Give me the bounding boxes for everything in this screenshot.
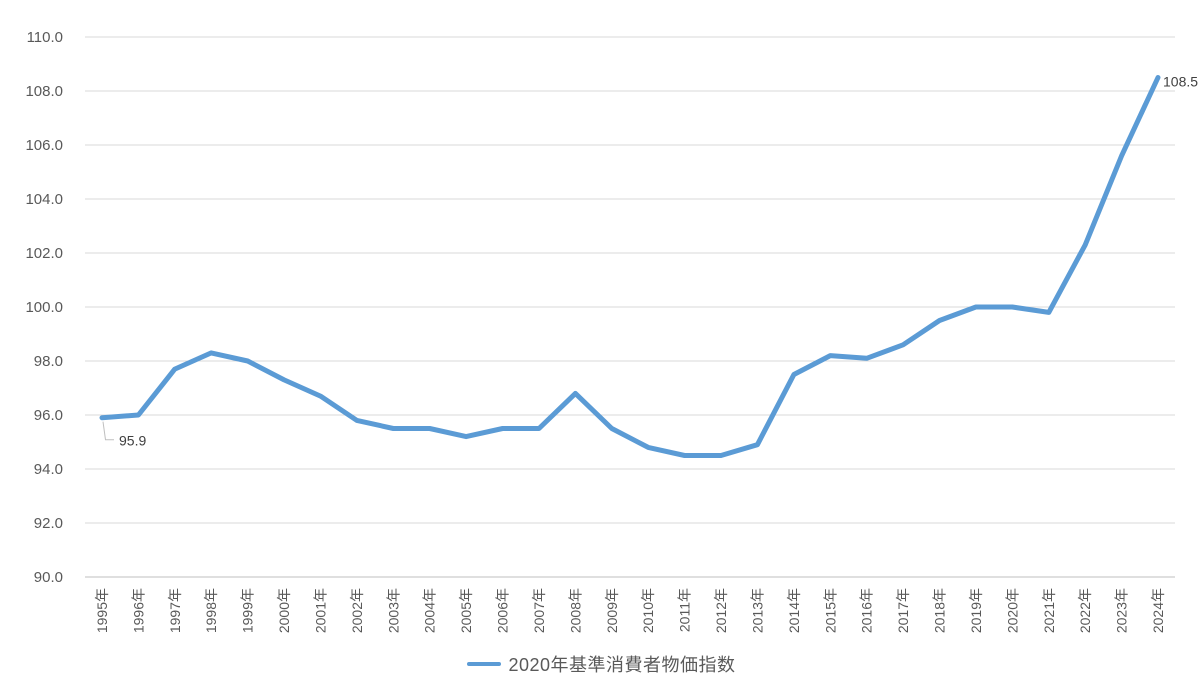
x-axis-tick-label: 2021年 (1041, 588, 1057, 633)
x-axis-tick-label: 2022年 (1077, 588, 1093, 633)
x-axis-tick-label: 2020年 (1004, 588, 1020, 633)
data-label: 95.9 (119, 433, 146, 449)
x-axis-tick-label: 2013年 (749, 588, 765, 633)
cpi-series-line (99, 75, 1161, 458)
x-axis-tick-label: 2003年 (385, 588, 401, 633)
x-axis-tick-label: 1996年 (130, 588, 146, 633)
y-axis-tick-label: 100.0 (25, 299, 63, 316)
y-axis-tick-label: 108.0 (25, 83, 63, 100)
x-axis-tick-label: 2010年 (640, 588, 656, 633)
x-axis-tick-label: 2019年 (968, 588, 984, 633)
x-axis-tick-label: 2015年 (822, 588, 838, 633)
x-axis-tick-label: 2004年 (422, 588, 438, 633)
leader-line (102, 421, 114, 441)
x-axis-tick-label: 1998年 (203, 588, 219, 633)
x-axis-tick-label: 1997年 (167, 588, 183, 633)
x-axis-tick-label: 2008年 (567, 588, 583, 633)
x-axis-tick-label: 2000年 (276, 588, 292, 633)
x-axis-tick-label: 2006年 (495, 588, 511, 633)
x-axis-tick-label: 2024年 (1150, 588, 1166, 633)
y-axis-tick-label: 102.0 (25, 245, 63, 262)
x-axis-tick-label: 1995年 (94, 588, 110, 633)
y-axis-tick-label: 94.0 (34, 461, 63, 478)
x-axis-tick-label: 2023年 (1114, 588, 1130, 633)
y-axis-tick-label: 90.0 (34, 569, 63, 586)
y-axis-tick-label: 98.0 (34, 353, 63, 370)
y-axis-tick-label: 110.0 (27, 29, 63, 46)
x-axis-tick-label: 2009年 (604, 588, 620, 633)
x-axis-tick-label: 2012年 (713, 588, 729, 633)
x-axis-tick-label: 2016年 (859, 588, 875, 633)
x-axis-tick-label: 1999年 (240, 588, 256, 633)
data-label: 108.5 (1163, 74, 1198, 90)
x-axis-tick-label: 2002年 (349, 588, 365, 633)
x-axis-tick-label: 2018年 (932, 588, 948, 633)
y-axis-tick-label: 106.0 (25, 137, 63, 154)
x-axis-tick-label: 2001年 (312, 588, 328, 633)
x-axis-tick-label: 2011年 (677, 588, 693, 632)
legend: 2020年基準消費者物価指数 (0, 648, 1203, 680)
x-axis-tick-label: 2014年 (786, 588, 802, 633)
x-axis-tick-label: 2017年 (895, 588, 911, 633)
y-axis-tick-label: 96.0 (34, 407, 63, 424)
y-axis-tick-label: 92.0 (34, 515, 63, 532)
legend-line-swatch (467, 662, 502, 666)
y-axis-tick-label: 104.0 (25, 191, 63, 208)
x-axis-tick-label: 2005年 (458, 588, 474, 633)
legend-series-label: 2020年基準消費者物価指数 (508, 655, 736, 675)
x-axis-tick-label: 2007年 (531, 588, 547, 633)
